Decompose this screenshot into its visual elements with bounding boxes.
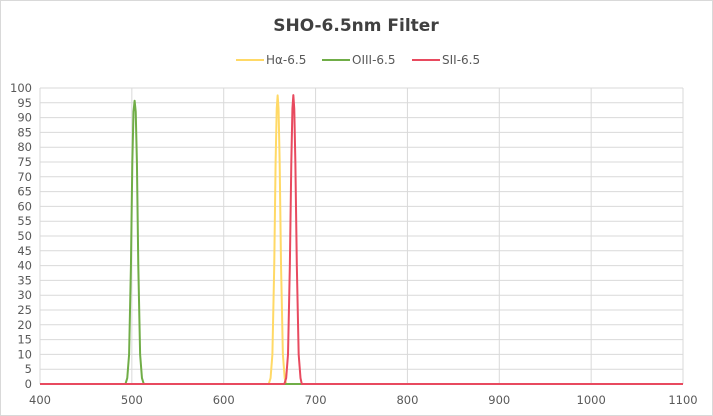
x-tick-label: 900 [488,393,510,407]
y-tick-label: 15 [17,333,32,347]
y-tick-label: 60 [17,199,32,213]
legend-item: SII-6.5 [412,53,480,67]
y-tick-label: 10 [17,347,32,361]
x-tick-label: 1000 [577,393,606,407]
series-line-0 [40,94,683,385]
y-tick-label: 100 [10,81,32,95]
y-tick-label: 95 [17,96,32,110]
y-tick-label: 65 [17,185,32,199]
legend: Hα-6.5 OIII-6.5 SII-6.5 [236,53,480,67]
y-tick-label: 50 [17,229,32,243]
x-tick-label: 400 [29,393,51,407]
y-tick-label: 30 [17,288,32,302]
legend-item: OIII-6.5 [322,53,395,67]
y-tick-label: 45 [17,244,32,258]
x-axis: 400 500 600 700 800 900 1000 1100 [29,393,698,407]
y-axis: 0510152025303540455055606570758085909510… [10,81,32,391]
series-line-1 [40,99,683,385]
series-line-2 [40,94,683,385]
series-group [40,94,683,385]
y-tick-label: 20 [17,318,32,332]
y-tick-label: 70 [17,170,32,184]
legend-label: SII-6.5 [442,53,480,67]
y-tick-label: 5 [25,362,32,376]
legend-label: OIII-6.5 [352,53,395,67]
y-tick-label: 55 [17,214,32,228]
x-tick-label: 700 [305,393,327,407]
y-tick-label: 35 [17,273,32,287]
y-tick-label: 25 [17,303,32,317]
y-tick-label: 40 [17,259,32,273]
y-tick-label: 75 [17,155,32,169]
y-tick-label: 85 [17,125,32,139]
x-tick-label: 500 [121,393,143,407]
x-tick-label: 600 [213,393,235,407]
chart-title: SHO-6.5nm Filter [273,16,439,36]
x-tick-label: 800 [396,393,418,407]
y-tick-label: 80 [17,140,32,154]
y-tick-label: 0 [25,377,32,391]
y-tick-label: 90 [17,111,32,125]
x-tick-label: 1100 [668,393,697,407]
legend-label: Hα-6.5 [266,53,306,67]
legend-item: Hα-6.5 [236,53,306,67]
